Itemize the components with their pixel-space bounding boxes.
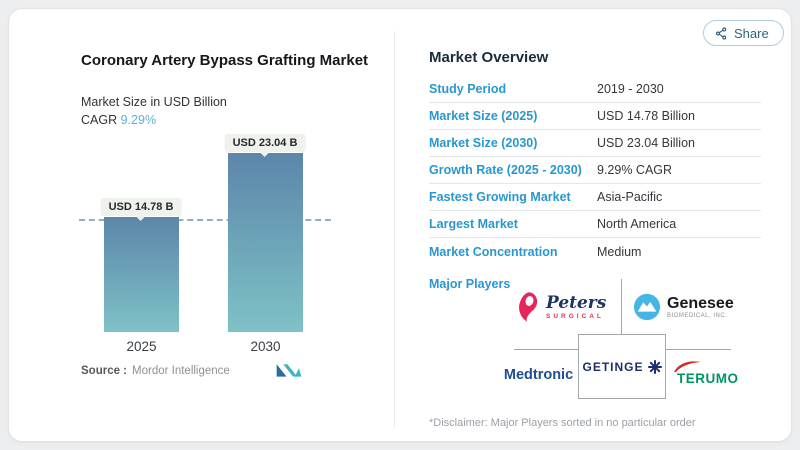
major-players-label: Major Players [429, 277, 511, 291]
row-label: Market Concentration [429, 244, 558, 259]
row-value: USD 23.04 Billion [597, 136, 695, 150]
getinge-star-icon [647, 359, 662, 374]
genesee-mark-icon [633, 293, 661, 321]
x-axis-label-2030: 2030 [250, 339, 281, 354]
row-value: 2019 - 2030 [597, 82, 664, 96]
chart-subtitle: Market Size in USD Billion [81, 95, 227, 109]
reference-dashed-line [79, 219, 331, 221]
chart-cagr: CAGR 9.29% [81, 113, 156, 127]
share-nodes-icon [715, 26, 727, 40]
peters-surgical-logo: Peters SURGICAL [517, 291, 617, 323]
genesee-name: Genesee [667, 294, 734, 312]
source-line: Source : Mordor Intelligence [81, 365, 230, 377]
medtronic-logo: Medtronic [503, 367, 574, 383]
share-button[interactable]: Share [703, 20, 784, 46]
bar-value-label-2025: USD 14.78 B [100, 198, 182, 216]
mordor-intelligence-logo-icon [276, 364, 302, 377]
x-axis-label-2025: 2025 [126, 339, 157, 354]
report-card: Share Coronary Artery Bypass Grafting Ma… [8, 8, 792, 442]
genesee-subtext: BIOMEDICAL, INC. [667, 312, 728, 319]
row-label: Study Period [429, 82, 507, 96]
terumo-swoosh-icon [674, 361, 701, 372]
row-label: Growth Rate (2025 - 2030) [429, 163, 582, 177]
peters-name: Peters [546, 293, 607, 313]
row-value: USD 14.78 Billion [597, 109, 695, 123]
share-label: Share [734, 25, 769, 41]
getinge-name: GETINGE [582, 359, 644, 374]
section-divider [394, 31, 395, 427]
genesee-biomedical-logo: Genesee BIOMEDICAL, INC. [633, 293, 734, 321]
table-row: Market Size (2025) USD 14.78 Billion [429, 103, 761, 130]
row-label: Market Size (2025) [429, 109, 538, 123]
disclaimer-text: *Disclaimer: Major Players sorted in no … [429, 417, 696, 429]
table-row: Study Period 2019 - 2030 [429, 76, 761, 103]
row-label: Largest Market [429, 217, 518, 231]
peters-mark-icon [519, 292, 538, 322]
row-label: Fastest Growing Market [429, 190, 571, 204]
cagr-value: 9.29% [120, 113, 157, 127]
terumo-name: TERUMO [677, 371, 739, 386]
overview-table: Study Period 2019 - 2030 Market Size (20… [429, 76, 761, 265]
bar-2025 [104, 217, 179, 332]
source-value: Mordor Intelligence [132, 365, 230, 377]
source-label: Source : [81, 365, 128, 377]
table-row: Market Concentration Medium [429, 238, 761, 265]
table-row: Growth Rate (2025 - 2030) 9.29% CAGR [429, 157, 761, 184]
peters-subtext: SURGICAL [546, 313, 604, 320]
bar-value-label-2030: USD 23.04 B [224, 134, 306, 152]
row-value: Medium [597, 244, 642, 259]
row-value: 9.29% CAGR [597, 163, 673, 177]
row-value: Asia-Pacific [597, 190, 663, 204]
getinge-logo: GETINGE [578, 334, 666, 399]
row-label: Market Size (2030) [429, 136, 538, 150]
players-connector-left [514, 349, 578, 350]
table-row: Largest Market North America [429, 211, 761, 238]
row-value: North America [597, 217, 677, 231]
players-connector-right [666, 349, 731, 350]
overview-heading: Market Overview [429, 49, 549, 66]
chart-title: Coronary Artery Bypass Grafting Market [81, 52, 369, 69]
players-connector-vertical [621, 279, 622, 334]
cagr-label: CAGR [81, 113, 118, 127]
table-row: Fastest Growing Market Asia-Pacific [429, 184, 761, 211]
table-row: Market Size (2030) USD 23.04 Billion [429, 130, 761, 157]
bar-2030 [228, 153, 303, 332]
